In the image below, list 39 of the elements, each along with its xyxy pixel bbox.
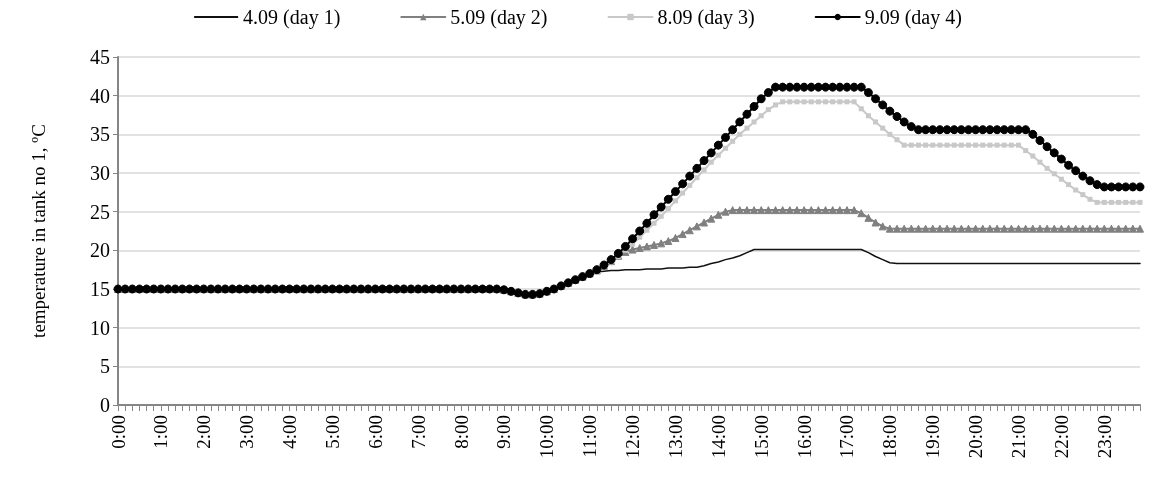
y-tick-label: 20 — [90, 239, 110, 262]
x-tick-label: 21:00 — [1008, 415, 1029, 459]
x-tick-label: 17:00 — [836, 415, 858, 459]
legend-label: 5.09 (day 2) — [450, 6, 548, 29]
legend-label: 4.09 (day 1) — [243, 6, 341, 29]
x-tick-label: 3:00 — [236, 415, 258, 449]
x-tick-label: 15:00 — [750, 415, 772, 459]
y-axis-title: temperature in tank no 1, ºC — [28, 124, 49, 338]
y-tick-label: 15 — [90, 278, 110, 300]
x-tick-label: 19:00 — [922, 415, 944, 459]
x-tick-label: 6:00 — [364, 415, 386, 449]
x-tick-label: 2:00 — [193, 415, 215, 449]
x-tick-label: 0:00 — [107, 415, 129, 449]
x-tick-label: 18:00 — [879, 415, 901, 459]
x-tick-label: 22:00 — [1050, 415, 1072, 459]
legend-label: 8.09 (day 3) — [657, 6, 755, 29]
y-tick-label: 30 — [90, 162, 110, 184]
x-tick-label: 7:00 — [407, 415, 429, 449]
legend-label: 9.09 (day 4) — [864, 6, 962, 29]
y-tick-label: 40 — [90, 84, 110, 107]
y-tick-label: 45 — [90, 46, 110, 68]
y-tick-label: 5 — [100, 355, 110, 378]
x-tick-label: 14:00 — [707, 415, 729, 459]
x-tick-label: 12:00 — [622, 415, 644, 459]
x-tick-label: 4:00 — [279, 415, 301, 449]
x-tick-label: 8:00 — [450, 415, 472, 449]
x-tick-label: 10:00 — [536, 415, 558, 459]
x-tick-label: 23:00 — [1093, 415, 1115, 459]
x-tick-label: 11:00 — [579, 415, 601, 458]
x-tick-label: 5:00 — [321, 415, 343, 449]
y-tick-label: 25 — [90, 200, 110, 223]
x-tick-label: 1:00 — [150, 415, 172, 449]
x-tick-label: 9:00 — [493, 415, 515, 449]
x-tick-label: 16:00 — [793, 415, 815, 459]
y-tick-label: 0 — [100, 394, 110, 416]
y-tick-label: 35 — [90, 123, 110, 146]
y-tick-label: 10 — [90, 316, 110, 339]
x-tick-label: 13:00 — [664, 415, 686, 459]
x-tick-label: 20:00 — [965, 415, 987, 459]
